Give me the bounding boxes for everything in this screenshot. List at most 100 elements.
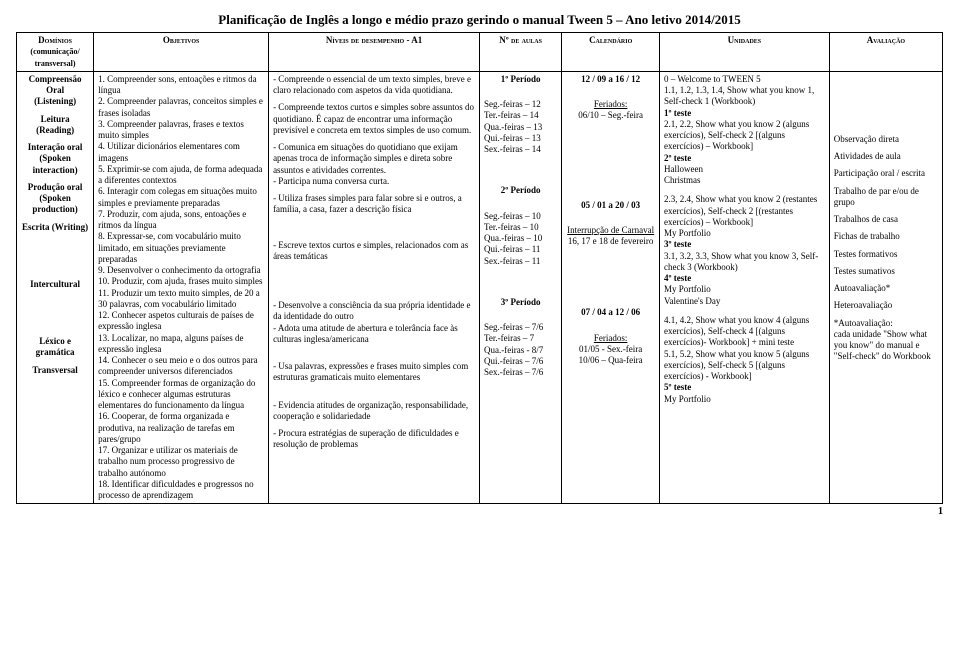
uni-u2a: 2.1, 2.2, Show what you know 2 (alguns e… bbox=[664, 119, 825, 153]
aulas-p3-qua: Qua.-feiras - 8/7 bbox=[484, 345, 557, 356]
dom-reading-en: (Reading) bbox=[36, 125, 74, 135]
niv-5: - Escreve textos curtos e simples, relac… bbox=[273, 240, 475, 263]
obj-7: 7. Produzir, com ajuda, sons, entoações … bbox=[98, 209, 264, 232]
ava-10: Heteroavaliação bbox=[834, 300, 938, 311]
aulas-p1-qui: Qui.-feiras – 13 bbox=[484, 133, 557, 144]
th-dominios-sub: (comunicação/ transversal) bbox=[30, 47, 79, 67]
uni-mp1: My Portfolio bbox=[664, 228, 825, 239]
aulas-p2-qua: Qua.-feiras – 10 bbox=[484, 233, 557, 244]
cal-p1-l1: 06/10 – Seg.-feira bbox=[566, 110, 655, 121]
th-aulas: Nº de aulas bbox=[479, 33, 561, 72]
th-niveis: Níveis de desempenho - A1 bbox=[269, 33, 480, 72]
aulas-p1-qua: Qua.-feiras – 13 bbox=[484, 122, 557, 133]
obj-8: 8. Expressar-se, com vocabulário muito l… bbox=[98, 231, 264, 265]
niv-8b: - Procura estratégias de superação de di… bbox=[273, 428, 475, 451]
aulas-p2-qui: Qui.-feiras – 11 bbox=[484, 244, 557, 255]
aulas-p2-sex: Sex.-feiras – 11 bbox=[484, 256, 557, 267]
ava-11a: *Autoavaliação: bbox=[834, 318, 938, 329]
niv-3b: - Participa numa conversa curta. bbox=[273, 176, 475, 187]
obj-5: 5. Exprimir-se com ajuda, de forma adequ… bbox=[98, 164, 264, 187]
uni-u1: 1.1, 1.2, 1.3, 1.4, Show what you know 1… bbox=[664, 85, 825, 108]
obj-3: 3. Compreender palavras, frases e textos… bbox=[98, 119, 264, 142]
aulas-p1-title: 1º Período bbox=[484, 74, 557, 85]
uni-welcome: 0 – Welcome to TWEEN 5 bbox=[664, 74, 825, 85]
niv-7: - Usa palavras, expressões e frases muit… bbox=[273, 361, 475, 384]
dom-listening-en: (Listening) bbox=[34, 96, 76, 106]
cal-p3-dates: 07 / 04 a 12 / 06 bbox=[566, 307, 655, 318]
aulas-p2-ter: Ter.-feiras – 10 bbox=[484, 222, 557, 233]
uni-mp3: My Portfolio bbox=[664, 394, 825, 405]
th-dominios-label: Domínios bbox=[38, 35, 72, 45]
obj-18: 18. Identificar dificuldades e progresso… bbox=[98, 479, 264, 502]
cal-p3-l2: 10/06 – Qua-feira bbox=[566, 355, 655, 366]
page-title: Planificação de Inglês a longo e médio p… bbox=[16, 12, 943, 28]
cell-aulas: 1º Período Seg.-feiras – 12 Ter.-feiras … bbox=[479, 71, 561, 504]
cal-p2-int: Interrupção de Carnaval bbox=[566, 225, 655, 236]
dom-listening: Compreensão Oral bbox=[29, 74, 82, 95]
cell-niveis: - Compreende o essencial de um texto sim… bbox=[269, 71, 480, 504]
obj-17: 17. Organizar e utilizar os materiais de… bbox=[98, 445, 264, 479]
ava-3: Participação oral / escrita bbox=[834, 168, 938, 179]
obj-6: 6. Interagir com colegas em situações mu… bbox=[98, 186, 264, 209]
cell-dominios: Compreensão Oral (Listening) Leitura (Re… bbox=[17, 71, 94, 504]
niv-8: - Evidencia atitudes de organização, res… bbox=[273, 400, 475, 423]
cell-objetivos: 1. Compreender sons, entoações e ritmos … bbox=[94, 71, 269, 504]
aulas-p1-sex: Sex.-feiras – 14 bbox=[484, 144, 557, 155]
page-number: 1 bbox=[16, 506, 943, 517]
obj-14: 14. Conhecer o seu meio e o dos outros p… bbox=[98, 355, 264, 378]
aulas-p3-qui: Qui.-feiras – 7/6 bbox=[484, 356, 557, 367]
aulas-p2-seg: Seg.-feiras – 10 bbox=[484, 211, 557, 222]
uni-u4: 4.1, 4.2, Show what you know 4 (alguns e… bbox=[664, 315, 825, 349]
uni-u2b: 2.3, 2.4, Show what you know 2 (restante… bbox=[664, 194, 825, 228]
obj-12: 12. Conhecer aspetos culturais de países… bbox=[98, 310, 264, 333]
obj-4: 4. Utilizar dicionários elementares com … bbox=[98, 141, 264, 164]
dom-spoken-prod: Produção oral bbox=[28, 182, 83, 192]
aulas-p3-seg: Seg.-feiras – 7/6 bbox=[484, 322, 557, 333]
ava-8: Testes sumativos bbox=[834, 266, 938, 277]
uni-t2: 2º teste bbox=[664, 153, 825, 164]
niv-3: - Comunica em situações do quotidiano qu… bbox=[273, 142, 475, 176]
uni-u5: 5.1, 5.2, Show what you know 5 (alguns e… bbox=[664, 349, 825, 383]
niv-6b: - Adota uma atitude de abertura e tolerâ… bbox=[273, 323, 475, 346]
cal-p1-dates: 12 / 09 a 16 / 12 bbox=[566, 74, 655, 85]
uni-t5: 5º teste bbox=[664, 382, 825, 393]
aulas-p1-ter: Ter.-feiras – 14 bbox=[484, 110, 557, 121]
ava-4: Trabalho de par e/ou de grupo bbox=[834, 186, 938, 209]
ava-2: Atividades de aula bbox=[834, 151, 938, 162]
uni-t1: 1º teste bbox=[664, 108, 825, 119]
obj-9: 9. Desenvolver o conhecimento da ortogra… bbox=[98, 265, 264, 276]
ava-7: Testes formativos bbox=[834, 249, 938, 260]
aulas-p3-title: 3º Período bbox=[484, 297, 557, 308]
dom-transversal: Transversal bbox=[21, 365, 89, 376]
niv-1: - Compreende o essencial de um texto sim… bbox=[273, 74, 475, 97]
dom-spoken-int: Interação oral bbox=[28, 142, 83, 152]
cell-unidades: 0 – Welcome to TWEEN 5 1.1, 1.2, 1.3, 1.… bbox=[660, 71, 830, 504]
uni-halloween: Halloween bbox=[664, 164, 825, 175]
th-calendario: Calendário bbox=[562, 33, 660, 72]
aulas-p3-ter: Ter.-feiras – 7 bbox=[484, 333, 557, 344]
aulas-p1-seg: Seg.-feiras – 12 bbox=[484, 99, 557, 110]
uni-t3: 3º teste bbox=[664, 239, 825, 250]
th-dominios: Domínios (comunicação/ transversal) bbox=[17, 33, 94, 72]
ava-11b: cada unidade "Show what you know" do man… bbox=[834, 329, 938, 363]
ava-1: Observação direta bbox=[834, 134, 938, 145]
niv-4: - Utiliza frases simples para falar sobr… bbox=[273, 193, 475, 216]
aulas-p3-sex: Sex.-feiras – 7/6 bbox=[484, 367, 557, 378]
uni-u3: 3.1, 3.2, 3.3, Show what you know 3, Sel… bbox=[664, 251, 825, 274]
ava-9: Autoavaliação* bbox=[834, 283, 938, 294]
cal-p1-feriados: Feriados: bbox=[566, 99, 655, 110]
uni-christmas: Christmas bbox=[664, 175, 825, 186]
th-objetivos: Objetivos bbox=[94, 33, 269, 72]
dom-writing: Escrita (Writing) bbox=[21, 222, 89, 233]
dom-reading: Leitura bbox=[41, 114, 70, 124]
obj-1: 1. Compreender sons, entoações e ritmos … bbox=[98, 74, 264, 97]
dom-intercultural: Intercultural bbox=[21, 279, 89, 290]
aulas-p2-title: 2º Período bbox=[484, 185, 557, 196]
cal-p3-l1: 01/05 - Sex.-feira bbox=[566, 344, 655, 355]
dom-spoken-prod-en: (Spoken production) bbox=[32, 193, 77, 214]
obj-2: 2. Compreender palavras, conceitos simpl… bbox=[98, 96, 264, 119]
dom-spoken-int-en: (Spoken interaction) bbox=[33, 153, 78, 174]
th-avaliacao: Avaliação bbox=[829, 33, 942, 72]
niv-2: - Compreende textos curtos e simples sob… bbox=[273, 102, 475, 136]
obj-11: 11. Produzir um texto muito simples, de … bbox=[98, 288, 264, 311]
